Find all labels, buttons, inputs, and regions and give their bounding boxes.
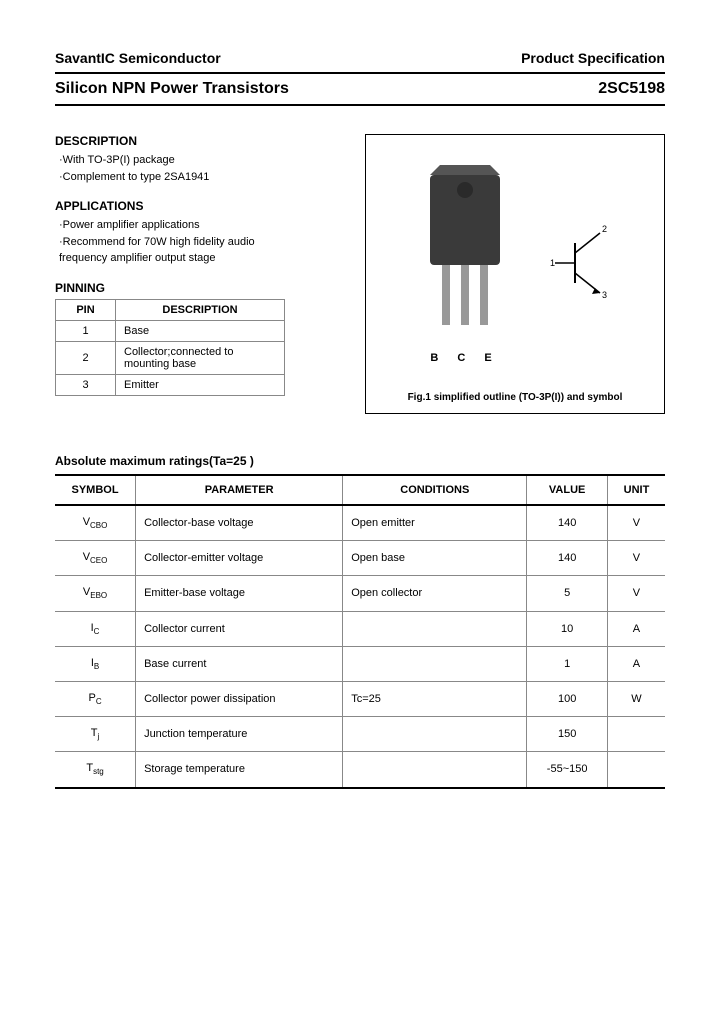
figure-content: B C E 1 2 3 <box>410 145 620 384</box>
ratings-cond <box>343 752 527 788</box>
pin-desc: Collector;connected to mounting base <box>116 341 285 374</box>
ratings-symbol: VCEO <box>55 541 136 576</box>
pinning-col-pin: PIN <box>56 299 116 320</box>
ratings-row: TstgStorage temperature -55~150 <box>55 752 665 788</box>
ratings-unit: A <box>607 646 665 681</box>
ratings-unit: W <box>607 681 665 716</box>
ratings-value: 140 <box>527 505 608 541</box>
company-name: SavantIC Semiconductor <box>55 50 221 66</box>
pin-desc: Emitter <box>116 374 285 395</box>
ratings-unit: V <box>607 541 665 576</box>
ratings-symbol: Tj <box>55 717 136 752</box>
pinning-table: PIN DESCRIPTION 1 Base 2 Collector;conne… <box>55 299 285 396</box>
ratings-header-row: SYMBOL PARAMETER CONDITIONS VALUE UNIT <box>55 475 665 505</box>
part-number: 2SC5198 <box>598 80 665 98</box>
ratings-value: 150 <box>527 717 608 752</box>
ratings-symbol: VEBO <box>55 576 136 611</box>
ratings-value: 5 <box>527 576 608 611</box>
package-icon <box>410 165 520 345</box>
header-row: SavantIC Semiconductor Product Specifica… <box>55 50 665 66</box>
package-drawing: B C E <box>410 165 520 364</box>
pinning-col-desc: DESCRIPTION <box>116 299 285 320</box>
ratings-param: Junction temperature <box>136 717 343 752</box>
title-row: Silicon NPN Power Transistors 2SC5198 <box>55 72 665 106</box>
description-line: ·With TO-3P(I) package <box>55 152 347 169</box>
ratings-param: Emitter-base voltage <box>136 576 343 611</box>
ratings-cond: Tc=25 <box>343 681 527 716</box>
ratings-unit <box>607 752 665 788</box>
application-line: ·Power amplifier applications <box>55 217 347 234</box>
ratings-value: 140 <box>527 541 608 576</box>
ratings-row: VCBOCollector-base voltageOpen emitter14… <box>55 505 665 541</box>
figure-caption: Fig.1 simplified outline (TO-3P(I)) and … <box>408 392 623 403</box>
ratings-symbol: IB <box>55 646 136 681</box>
product-line: Silicon NPN Power Transistors <box>55 80 289 98</box>
ratings-symbol: IC <box>55 611 136 646</box>
ratings-cond <box>343 646 527 681</box>
ratings-param: Base current <box>136 646 343 681</box>
ratings-table: SYMBOL PARAMETER CONDITIONS VALUE UNIT V… <box>55 474 665 789</box>
ratings-col-unit: UNIT <box>607 475 665 505</box>
symbol-pin-3: 3 <box>602 290 607 300</box>
ratings-unit <box>607 717 665 752</box>
ratings-param: Collector power dissipation <box>136 681 343 716</box>
ratings-col-symbol: SYMBOL <box>55 475 136 505</box>
transistor-symbol-icon: 1 2 3 <box>550 218 620 308</box>
symbol-drawing: 1 2 3 <box>550 218 620 311</box>
ratings-col-param: PARAMETER <box>136 475 343 505</box>
ratings-value: 100 <box>527 681 608 716</box>
ratings-param: Collector-emitter voltage <box>136 541 343 576</box>
ratings-cond <box>343 611 527 646</box>
ratings-value: -55~150 <box>527 752 608 788</box>
left-column: DESCRIPTION ·With TO-3P(I) package ·Comp… <box>55 134 347 414</box>
pin-number: 2 <box>56 341 116 374</box>
description-heading: DESCRIPTION <box>55 134 347 148</box>
application-line: ·Recommend for 70W high fidelity audio <box>55 234 347 251</box>
symbol-pin-1: 1 <box>550 258 555 268</box>
ratings-row: PCCollector power dissipationTc=25100W <box>55 681 665 716</box>
ratings-cond <box>343 717 527 752</box>
ratings-unit: V <box>607 576 665 611</box>
applications-heading: APPLICATIONS <box>55 199 347 213</box>
ratings-col-value: VALUE <box>527 475 608 505</box>
ratings-row: IBBase current 1A <box>55 646 665 681</box>
pin-number: 1 <box>56 320 116 341</box>
figure-box: B C E 1 2 3 Fig.1 simplified outline (TO… <box>365 134 665 414</box>
pinning-heading: PINNING <box>55 281 347 295</box>
ratings-cond: Open collector <box>343 576 527 611</box>
pinning-header-row: PIN DESCRIPTION <box>56 299 285 320</box>
ratings-heading: Absolute maximum ratings(Ta=25 ) <box>55 454 665 468</box>
ratings-cond: Open base <box>343 541 527 576</box>
ratings-symbol: PC <box>55 681 136 716</box>
application-line: frequency amplifier output stage <box>55 250 347 267</box>
pin-desc: Base <box>116 320 285 341</box>
upper-section: DESCRIPTION ·With TO-3P(I) package ·Comp… <box>55 134 665 414</box>
pin-labels: B C E <box>410 352 520 364</box>
pinning-row: 3 Emitter <box>56 374 285 395</box>
ratings-param: Collector-base voltage <box>136 505 343 541</box>
ratings-param: Storage temperature <box>136 752 343 788</box>
ratings-value: 1 <box>527 646 608 681</box>
ratings-row: TjJunction temperature 150 <box>55 717 665 752</box>
ratings-col-cond: CONDITIONS <box>343 475 527 505</box>
ratings-symbol: VCBO <box>55 505 136 541</box>
ratings-row: VCEOCollector-emitter voltageOpen base14… <box>55 541 665 576</box>
ratings-unit: V <box>607 505 665 541</box>
ratings-row: VEBOEmitter-base voltageOpen collector5V <box>55 576 665 611</box>
ratings-symbol: Tstg <box>55 752 136 788</box>
pin-number: 3 <box>56 374 116 395</box>
ratings-param: Collector current <box>136 611 343 646</box>
ratings-cond: Open emitter <box>343 505 527 541</box>
description-line: ·Complement to type 2SA1941 <box>55 169 347 186</box>
pinning-row: 2 Collector;connected to mounting base <box>56 341 285 374</box>
ratings-row: ICCollector current 10A <box>55 611 665 646</box>
symbol-pin-2: 2 <box>602 224 607 234</box>
doc-type: Product Specification <box>521 50 665 66</box>
ratings-value: 10 <box>527 611 608 646</box>
ratings-unit: A <box>607 611 665 646</box>
pinning-row: 1 Base <box>56 320 285 341</box>
